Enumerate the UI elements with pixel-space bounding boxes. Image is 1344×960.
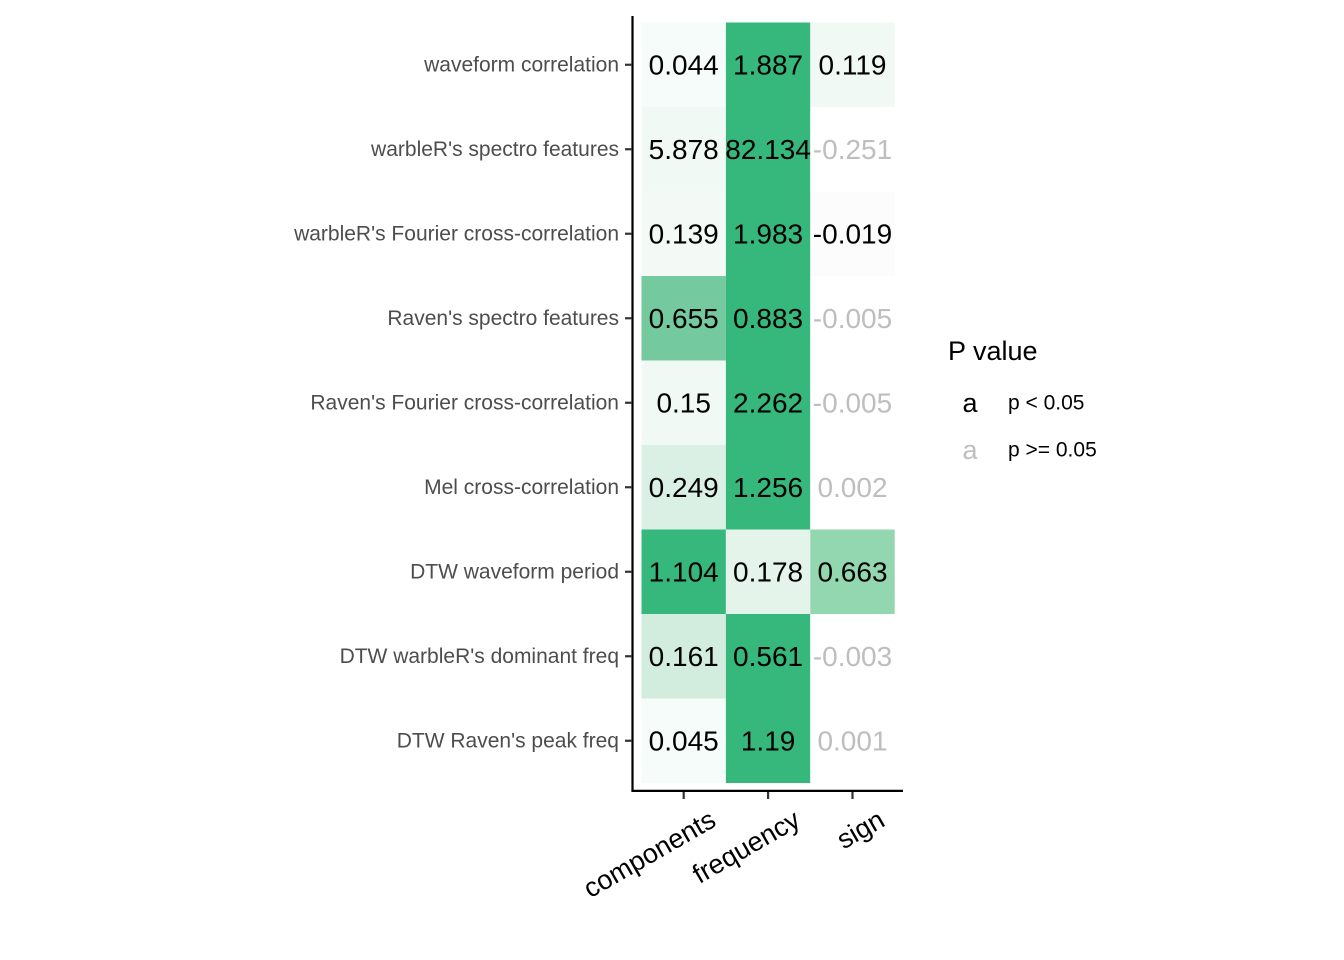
y-tick-label: warbleR's spectro features bbox=[370, 138, 619, 161]
heatmap-cell bbox=[641, 107, 726, 192]
y-tick-label: Raven's spectro features bbox=[387, 307, 619, 330]
cell-value-label: 0.002 bbox=[817, 472, 887, 503]
y-tick-label: DTW warbleR's dominant freq bbox=[340, 645, 619, 668]
heatmap-cell bbox=[810, 529, 895, 614]
x-tick-label: sign bbox=[832, 804, 890, 855]
heatmap-cell bbox=[725, 22, 811, 107]
legend-item-label: p < 0.05 bbox=[1008, 392, 1084, 415]
heatmap-cell bbox=[810, 107, 895, 192]
cell-value-label: -0.019 bbox=[813, 218, 892, 249]
cell-value-label: -0.005 bbox=[813, 303, 892, 334]
heatmap-cell bbox=[725, 445, 811, 530]
heatmap-cell bbox=[810, 360, 895, 445]
y-tick-label: DTW Raven's peak freq bbox=[397, 729, 619, 752]
heatmap-cell bbox=[810, 614, 895, 699]
cell-value-label: 0.15 bbox=[656, 387, 711, 418]
cell-value-label: 0.663 bbox=[817, 556, 887, 587]
y-tick-label: waveform correlation bbox=[423, 53, 619, 76]
cell-value-label: 0.883 bbox=[733, 303, 803, 334]
y-tick-label: DTW waveform period bbox=[410, 560, 619, 583]
cell-value-label: -0.003 bbox=[813, 641, 892, 672]
cell-value-label: 0.655 bbox=[649, 303, 719, 334]
heatmap-cell bbox=[641, 22, 726, 107]
cell-value-label: 0.178 bbox=[733, 556, 803, 587]
heatmap-cell bbox=[725, 107, 811, 192]
heatmap-cell bbox=[725, 360, 811, 445]
cell-value-label: 0.119 bbox=[819, 49, 887, 80]
legend-key-glyph: a bbox=[962, 388, 978, 418]
cell-value-label: 82.134 bbox=[725, 134, 811, 165]
cell-value-label: 1.983 bbox=[733, 218, 803, 249]
heatmap-cell bbox=[810, 445, 895, 530]
cell-value-label: 0.561 bbox=[733, 641, 803, 672]
cell-value-label: 0.001 bbox=[817, 725, 887, 756]
heatmap-cell bbox=[725, 276, 811, 361]
cell-value-label: 0.249 bbox=[649, 472, 719, 503]
y-tick-label: warbleR's Fourier cross-correlation bbox=[293, 222, 619, 245]
cell-value-label: 0.161 bbox=[649, 641, 719, 672]
heatmap-cells bbox=[641, 22, 895, 783]
cell-value-label: 1.104 bbox=[649, 556, 719, 587]
heatmap-cell bbox=[641, 698, 726, 783]
heatmap-cell bbox=[641, 276, 726, 361]
legend-item-label: p >= 0.05 bbox=[1008, 439, 1097, 462]
heatmap-cell bbox=[725, 529, 811, 614]
cell-value-label: 2.262 bbox=[733, 387, 803, 418]
legend-key-glyph: a bbox=[962, 435, 978, 465]
heatmap-cell bbox=[810, 698, 895, 783]
heatmap-cell bbox=[641, 191, 726, 276]
x-tick-label: components bbox=[578, 804, 720, 904]
legend-items: a p < 0.05 a p >= 0.05 bbox=[962, 388, 1096, 465]
cell-value-label: 0.139 bbox=[649, 218, 719, 249]
y-axis-ticks: waveform correlation warbleR's spectro fe… bbox=[293, 53, 632, 752]
cell-value-label: -0.251 bbox=[813, 134, 892, 165]
axes bbox=[631, 16, 903, 793]
heatmap-cell bbox=[641, 360, 726, 445]
cell-value-label: -0.005 bbox=[813, 387, 892, 418]
legend: P value a p < 0.05 a p >= 0.05 bbox=[948, 336, 1097, 465]
cell-value-label: 0.045 bbox=[649, 725, 719, 756]
legend-title: P value bbox=[948, 336, 1038, 366]
y-tick-label: Raven's Fourier cross-correlation bbox=[310, 391, 619, 414]
heatmap-cell bbox=[725, 614, 811, 699]
cell-value-label: 0.044 bbox=[649, 49, 719, 80]
cell-value-label: 1.887 bbox=[733, 49, 803, 80]
heatmap-cell bbox=[810, 22, 895, 107]
cell-value-label: 1.19 bbox=[741, 725, 796, 756]
heatmap-cell bbox=[641, 529, 726, 614]
heatmap-cell bbox=[641, 614, 726, 699]
heatmap-cell bbox=[725, 191, 811, 276]
y-tick-label: Mel cross-correlation bbox=[424, 476, 619, 499]
heatmap-cell-labels: 0.044 1.887 0.119 5.878 82.134 -0.251 0.139 1.9… bbox=[649, 49, 893, 756]
heatmap-cell bbox=[725, 698, 811, 783]
cell-value-label: 5.878 bbox=[649, 134, 719, 165]
heatmap-cell bbox=[810, 276, 895, 361]
heatmap-cell bbox=[641, 445, 726, 530]
heatmap-cell bbox=[810, 191, 895, 276]
cell-value-label: 1.256 bbox=[733, 472, 803, 503]
